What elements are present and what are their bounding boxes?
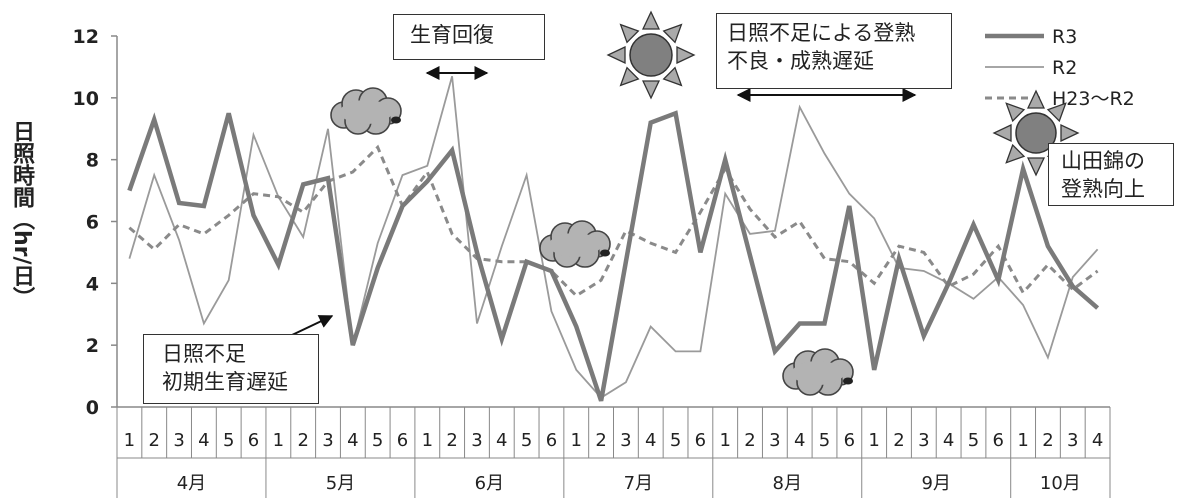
week-label: 5 <box>521 430 532 451</box>
y-tick-label: 8 <box>86 150 99 172</box>
week-label: 5 <box>670 430 681 451</box>
note-sunshine-shortage: 日照不足 初期生育遅延 <box>143 334 319 404</box>
week-label: 5 <box>223 430 234 451</box>
week-label: 1 <box>1017 430 1028 451</box>
note-growth-recovery: 生育回復 <box>393 14 545 60</box>
week-label: 3 <box>620 430 631 451</box>
note-yamadanishiki: 山田錦の 登熟向上 <box>1048 143 1174 206</box>
legend: R3 R2 H23〜R2 <box>985 26 1135 110</box>
cloud-icon <box>539 220 611 268</box>
week-label: 1 <box>719 430 730 451</box>
week-label: 5 <box>819 430 830 451</box>
week-label: 2 <box>297 430 308 451</box>
month-label: 6月 <box>475 473 504 494</box>
week-label: 3 <box>322 430 333 451</box>
week-label: 2 <box>446 430 457 451</box>
month-label: 8月 <box>773 473 802 494</box>
cloud-icon <box>330 87 402 135</box>
series-line-R2 <box>128 75 1099 399</box>
y-tick-label: 6 <box>86 212 99 234</box>
week-label: 2 <box>595 430 606 451</box>
annotations <box>270 10 1080 396</box>
week-label: 5 <box>372 430 383 451</box>
week-label: 2 <box>149 430 160 451</box>
week-label: 4 <box>645 430 656 451</box>
week-label: 1 <box>422 430 433 451</box>
week-label: 3 <box>173 430 184 451</box>
week-label: 6 <box>695 430 706 451</box>
y-axis-label: 日照時間（hr/日） <box>9 120 34 309</box>
week-label: 2 <box>893 430 904 451</box>
y-tick-label: 0 <box>86 397 99 419</box>
y-tick-label: 4 <box>86 273 99 295</box>
y-tick-label: 2 <box>86 335 99 357</box>
week-label: 4 <box>1092 430 1103 451</box>
week-label: 5 <box>968 430 979 451</box>
week-label: 4 <box>794 430 805 451</box>
month-label: 9月 <box>921 473 950 494</box>
week-label: 3 <box>918 430 929 451</box>
cloud-icon <box>782 348 854 396</box>
sun-icon <box>606 10 696 100</box>
month-label: 5月 <box>326 473 355 494</box>
week-label: 1 <box>868 430 879 451</box>
week-label: 3 <box>769 430 780 451</box>
week-label: 4 <box>347 430 358 451</box>
month-label: 4月 <box>177 473 206 494</box>
note-poor-ripening: 日照不足による登熟 不良・成熟遅延 <box>716 13 952 89</box>
week-label: 6 <box>993 430 1004 451</box>
week-label: 3 <box>1067 430 1078 451</box>
week-label: 4 <box>496 430 507 451</box>
week-label: 4 <box>198 430 209 451</box>
week-label: 6 <box>248 430 259 451</box>
month-label: 7月 <box>624 473 653 494</box>
legend-label: H23〜R2 <box>1052 88 1135 110</box>
week-label: 1 <box>124 430 135 451</box>
legend-label: R3 <box>1052 26 1077 48</box>
week-label: 6 <box>546 430 557 451</box>
y-tick-labels: 0 2 4 6 8 10 12 <box>73 26 99 419</box>
month-label: 10月 <box>1040 473 1081 494</box>
week-label: 2 <box>1042 430 1053 451</box>
series-lines <box>127 75 1100 402</box>
y-tick-label: 12 <box>73 26 99 48</box>
week-label: 1 <box>273 430 284 451</box>
series-line-H23〜R2 <box>128 144 1099 298</box>
week-label: 6 <box>397 430 408 451</box>
week-label: 3 <box>471 430 482 451</box>
week-label: 4 <box>943 430 954 451</box>
week-label: 2 <box>744 430 755 451</box>
series-line-R3 <box>127 110 1100 402</box>
week-label: 6 <box>844 430 855 451</box>
y-tick-label: 10 <box>73 88 99 110</box>
legend-label: R2 <box>1052 57 1077 79</box>
week-label: 1 <box>571 430 582 451</box>
